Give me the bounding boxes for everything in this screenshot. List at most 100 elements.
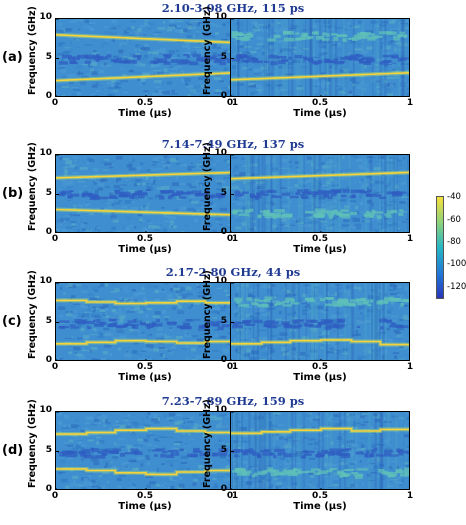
tone-line — [56, 171, 234, 179]
y-tick-label: 0 — [220, 355, 227, 365]
colorbar-tick-label: -120 — [447, 281, 466, 292]
x-axis-label: Time (µs) — [293, 108, 347, 119]
panel-label: (b) — [2, 186, 24, 201]
x-tick-label: 0.5 — [312, 491, 328, 501]
x-tick-label: 0 — [51, 491, 59, 501]
y-tick-label: 5 — [220, 51, 227, 62]
y-tick-label: 0 — [220, 227, 227, 237]
tone-line — [231, 71, 409, 81]
y-tick-label: 10 — [214, 148, 227, 158]
y-axis-label: Frequency (GHz) — [202, 270, 213, 359]
spectrogram-left-3 — [55, 282, 235, 361]
x-axis-label: Time (µs) — [118, 244, 172, 255]
x-tick-label: 1 — [406, 362, 414, 372]
panel-title: 2.17-2.80 GHz, 44 ps — [165, 265, 301, 279]
x-axis-label: Time (µs) — [118, 501, 172, 512]
x-tick-label: 0 — [226, 362, 234, 372]
frequency-band — [234, 296, 409, 308]
y-axis-label: Frequency (GHz) — [27, 270, 38, 359]
y-tick-label: 10 — [39, 148, 52, 158]
y-tick-label: 5 — [45, 51, 52, 62]
frequency-band — [234, 188, 407, 201]
frequency-band — [231, 53, 409, 66]
spectrogram-left-4 — [55, 411, 235, 490]
y-tick-label: 5 — [220, 315, 227, 326]
y-tick-label: 10 — [39, 12, 52, 22]
panel-title: 2.10-3.08 GHz, 115 ps — [161, 1, 305, 15]
y-axis-label: Frequency (GHz) — [27, 399, 38, 488]
tone-line — [231, 171, 409, 180]
x-tick-label: 1 — [231, 234, 239, 244]
tone-line — [56, 427, 234, 435]
spectrogram-right-4 — [230, 411, 410, 490]
spectrogram-right-2 — [230, 154, 410, 233]
tone-line — [231, 339, 409, 346]
spectrogram-svg — [56, 19, 234, 96]
spectrogram-svg — [56, 412, 234, 489]
x-tick-label: 0.5 — [312, 98, 328, 108]
x-tick-label: 0 — [51, 98, 59, 108]
x-axis-label: Time (µs) — [118, 372, 172, 383]
y-tick-label: 10 — [214, 405, 227, 415]
spectrogram-right-1 — [230, 18, 410, 97]
tone-line — [56, 208, 234, 216]
y-axis-label: Frequency (GHz) — [202, 399, 213, 488]
panel-label: (d) — [2, 443, 24, 458]
tone-line — [56, 299, 234, 305]
x-tick-label: 0.5 — [137, 98, 153, 108]
x-tick-label: 0 — [226, 98, 234, 108]
spectrogram-right-3 — [230, 282, 410, 361]
frequency-band — [231, 30, 408, 42]
y-tick-label: 10 — [214, 276, 227, 286]
x-tick-label: 0 — [51, 362, 59, 372]
x-tick-label: 1 — [231, 98, 239, 108]
y-tick-label: 0 — [45, 355, 52, 365]
y-tick-label: 5 — [220, 187, 227, 198]
y-tick-label: 5 — [45, 315, 52, 326]
spectrogram-svg — [231, 155, 409, 232]
x-tick-label: 1 — [231, 362, 239, 372]
x-axis-label: Time (µs) — [293, 372, 347, 383]
frequency-band — [231, 447, 409, 459]
tone-line — [231, 427, 409, 435]
tone-line — [56, 468, 234, 476]
y-tick-label: 0 — [220, 484, 227, 494]
spectrogram-left-2 — [55, 154, 235, 233]
colorbar-tick-label: -80 — [447, 237, 461, 248]
panel-title: 7.14-7.49 GHz, 137 ps — [161, 137, 305, 151]
y-tick-label: 0 — [220, 91, 227, 101]
y-tick-label: 5 — [45, 444, 52, 455]
frequency-band — [58, 188, 226, 200]
frequency-band — [232, 467, 409, 479]
frequency-band — [58, 53, 234, 66]
y-tick-label: 10 — [39, 405, 52, 415]
spectrogram-svg — [231, 283, 409, 360]
x-tick-label: 0.5 — [137, 234, 153, 244]
spectrogram-svg — [56, 155, 234, 232]
panel-label: (c) — [2, 314, 22, 329]
spectrogram-left-1 — [55, 18, 235, 97]
x-tick-label: 0.5 — [312, 234, 328, 244]
y-axis-label: Frequency (GHz) — [27, 6, 38, 95]
spectrogram-svg — [231, 19, 409, 96]
y-tick-label: 5 — [220, 444, 227, 455]
colorbar-tick-label: -60 — [447, 214, 461, 225]
panel-label: (a) — [2, 50, 23, 65]
y-tick-label: 0 — [45, 227, 52, 237]
frequency-band — [58, 318, 234, 331]
panel-title: 7.23-7.89 GHz, 159 ps — [161, 394, 305, 408]
x-axis-label: Time (µs) — [293, 501, 347, 512]
x-tick-label: 0.5 — [137, 491, 153, 501]
y-axis-label: Frequency (GHz) — [202, 6, 213, 95]
frequency-band — [231, 318, 409, 330]
frequency-band — [57, 447, 234, 459]
tone-line — [56, 339, 234, 345]
x-axis-label: Time (µs) — [293, 244, 347, 255]
y-axis-label: Frequency (GHz) — [202, 142, 213, 231]
tone-line — [56, 71, 234, 82]
x-tick-label: 1 — [406, 491, 414, 501]
x-tick-label: 1 — [231, 491, 239, 501]
y-tick-label: 10 — [39, 276, 52, 286]
colorbar-tick-label: -40 — [447, 192, 461, 203]
